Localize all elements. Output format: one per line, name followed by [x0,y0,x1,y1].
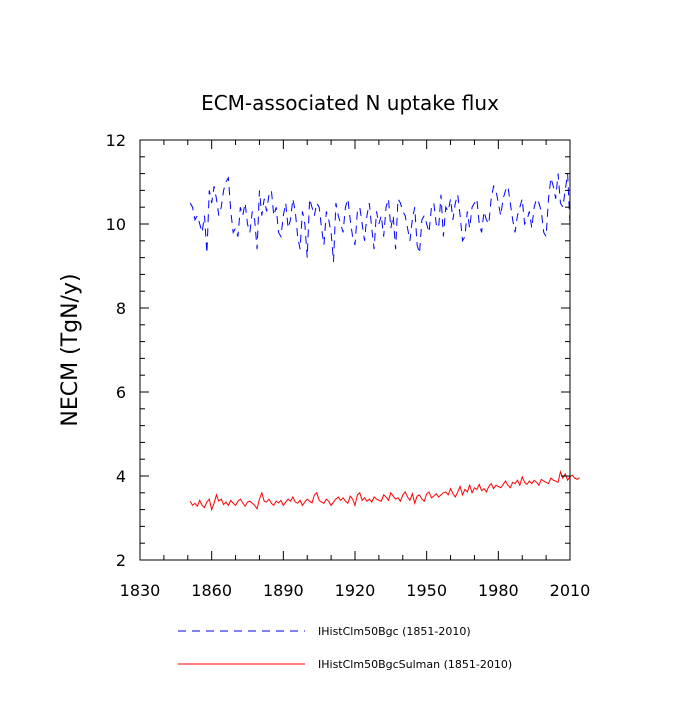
x-tick-label: 1980 [478,581,519,600]
y-tick-label: 10 [106,215,126,234]
axes-layer: 1830 1860 1890 1920 1950 1980 2010 2 4 6 8 10 12 [106,131,591,600]
chart-title: ECM-associated N uptake flux [201,91,499,115]
x-tick-label: 2010 [550,581,591,600]
y-axis-label: NECM (TgN/y) [58,273,83,426]
x-tick-label: 1890 [263,581,304,600]
series-layer [189,173,580,512]
legend: IHistClm50Bgc (1851-2010) IHistClm50BgcSu… [178,625,512,671]
y-tick-label: 4 [116,467,126,486]
x-tick-label: 1950 [406,581,447,600]
series-line-2 [189,470,580,512]
series-line-1 [189,173,571,262]
y-tick-label: 2 [116,551,126,570]
legend-label-2: IHistClm50BgcSulman (1851-2010) [318,658,512,671]
x-tick-label: 1830 [120,581,161,600]
plot-frame [139,139,571,561]
y-tick-label: 6 [116,383,126,402]
y-tick-label: 8 [116,299,126,318]
x-tick-label: 1860 [191,581,232,600]
legend-label-1: IHistClm50Bgc (1851-2010) [318,625,471,638]
y-tick-label: 12 [106,131,126,150]
x-tick-label: 1920 [335,581,376,600]
